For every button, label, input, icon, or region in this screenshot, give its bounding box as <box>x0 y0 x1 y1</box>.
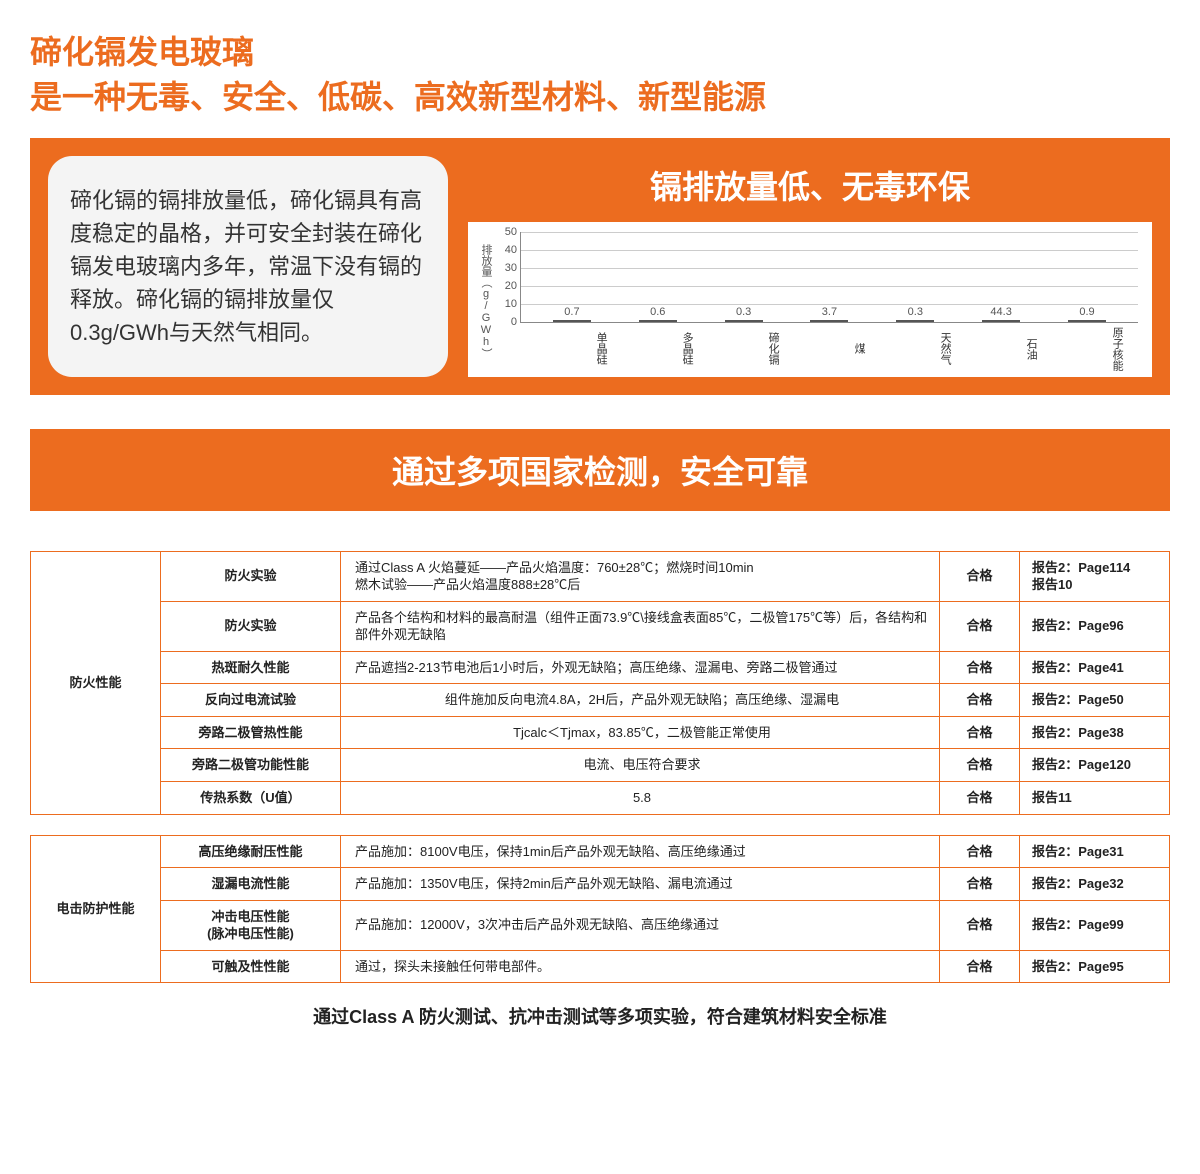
bar-value-label: 44.3 <box>990 306 1011 318</box>
test-name: 旁路二极管热性能 <box>161 716 341 749</box>
test-description: 5.8 <box>341 781 940 814</box>
chart-ytick: 20 <box>495 280 517 292</box>
test-description: 产品施加：8100V电压，保持1min后产品外观无缺陷、高压绝缘通过 <box>341 835 940 868</box>
test-result: 合格 <box>940 868 1020 901</box>
bar-value-label: 0.3 <box>908 306 923 318</box>
chart-bar <box>1068 320 1106 322</box>
chart-xlabel: 碲化镉 <box>707 327 779 371</box>
chart-ytick: 30 <box>495 262 517 274</box>
test-name: 热斑耐久性能 <box>161 651 341 684</box>
test-result: 合格 <box>940 900 1020 950</box>
test-result: 合格 <box>940 551 1020 601</box>
bar-value-label: 0.3 <box>736 306 751 318</box>
chart-bar <box>896 320 934 322</box>
bar-value-label: 0.7 <box>564 306 579 318</box>
test-reference: 报告11 <box>1020 781 1170 814</box>
panel1-chart-title: 镉排放量低、无毒环保 <box>468 156 1152 222</box>
test-result: 合格 <box>940 781 1020 814</box>
test-description: 通过，探头未接触任何带电部件。 <box>341 950 940 983</box>
page-title: 碲化镉发电玻璃 是一种无毒、安全、低碳、高效新型材料、新型能源 <box>30 30 1170 120</box>
panel-emissions: 碲化镉的镉排放量低，碲化镉具有高度稳定的晶格，并可安全封装在碲化镉发电玻璃内多年… <box>30 138 1170 395</box>
chart-ylabel: 排放量（g/GWh） <box>478 232 496 371</box>
test-description: 组件施加反向电流4.8A，2H后，产品外观无缺陷；高压绝缘、湿漏电 <box>341 684 940 717</box>
chart-ytick: 10 <box>495 298 517 310</box>
test-reference: 报告2：Page32 <box>1020 868 1170 901</box>
chart-xlabel: 石油 <box>965 327 1037 371</box>
test-name: 防火实验 <box>161 551 341 601</box>
chart-bar <box>810 320 848 322</box>
footer-note: 通过Class A 防火测试、抗冲击测试等多项实验，符合建筑材料安全标准 <box>30 1003 1170 1029</box>
title-line2: 是一种无毒、安全、低碳、高效新型材料、新型能源 <box>30 79 766 115</box>
test-description: 产品各个结构和材料的最高耐温（组件正面73.9℃\接线盒表面85℃，二极管175… <box>341 601 940 651</box>
title-line1: 碲化镉发电玻璃 <box>30 34 254 70</box>
bar-value-label: 0.9 <box>1079 306 1094 318</box>
test-result: 合格 <box>940 651 1020 684</box>
test-result: 合格 <box>940 601 1020 651</box>
test-result: 合格 <box>940 749 1020 782</box>
chart-ytick: 0 <box>495 316 517 328</box>
test-reference: 报告2：Page114报告10 <box>1020 551 1170 601</box>
bar-value-label: 0.6 <box>650 306 665 318</box>
test-name: 旁路二极管功能性能 <box>161 749 341 782</box>
electric-protection-table: 电击防护性能高压绝缘耐压性能产品施加：8100V电压，保持1min后产品外观无缺… <box>30 835 1170 984</box>
emissions-chart: 排放量（g/GWh） 0 10 20 30 40 50 0.7 0.6 0.3 3.7 0.3 44.… <box>468 222 1152 377</box>
test-name: 防火实验 <box>161 601 341 651</box>
test-result: 合格 <box>940 684 1020 717</box>
test-name: 高压绝缘耐压性能 <box>161 835 341 868</box>
chart-ytick: 40 <box>495 244 517 256</box>
test-name: 冲击电压性能(脉冲电压性能) <box>161 900 341 950</box>
fire-performance-table: 防火性能防火实验通过Class A 火焰蔓延——产品火焰温度：760±28℃；燃… <box>30 551 1170 815</box>
chart-xlabel: 煤 <box>793 327 865 371</box>
chart-xlabel: 原子核能 <box>1051 327 1123 371</box>
test-reference: 报告2：Page50 <box>1020 684 1170 717</box>
test-name: 传热系数（U值） <box>161 781 341 814</box>
test-reference: 报告2：Page95 <box>1020 950 1170 983</box>
test-result: 合格 <box>940 950 1020 983</box>
test-name: 可触及性性能 <box>161 950 341 983</box>
test-name: 反向过电流试验 <box>161 684 341 717</box>
bar-value-label: 3.7 <box>822 306 837 318</box>
section2-heading: 通过多项国家检测，安全可靠 <box>30 429 1170 511</box>
chart-xlabel: 多晶硅 <box>621 327 693 371</box>
test-description: Tjcalc＜Tjmax，83.85℃，二极管能正常使用 <box>341 716 940 749</box>
test-reference: 报告2：Page38 <box>1020 716 1170 749</box>
table-category: 电击防护性能 <box>31 835 161 983</box>
chart-bar <box>553 320 591 322</box>
chart-bar <box>982 320 1020 322</box>
test-reference: 报告2：Page41 <box>1020 651 1170 684</box>
test-reference: 报告2：Page96 <box>1020 601 1170 651</box>
test-description: 产品遮挡2-213节电池后1小时后，外观无缺陷；高压绝缘、湿漏电、旁路二极管通过 <box>341 651 940 684</box>
chart-ytick: 50 <box>495 226 517 238</box>
test-reference: 报告2：Page99 <box>1020 900 1170 950</box>
test-description: 产品施加：12000V，3次冲击后产品外观无缺陷、高压绝缘通过 <box>341 900 940 950</box>
table-category: 防火性能 <box>31 551 161 814</box>
test-description: 电流、电压符合要求 <box>341 749 940 782</box>
chart-bar <box>639 320 677 322</box>
test-name: 湿漏电流性能 <box>161 868 341 901</box>
test-reference: 报告2：Page31 <box>1020 835 1170 868</box>
test-description: 产品施加：1350V电压，保持2min后产品外观无缺陷、漏电流通过 <box>341 868 940 901</box>
test-result: 合格 <box>940 835 1020 868</box>
chart-xlabel: 天然气 <box>879 327 951 371</box>
panel1-right: 镉排放量低、无毒环保 排放量（g/GWh） 0 10 20 30 40 50 0.7 0.6 0… <box>468 156 1152 377</box>
panel1-description: 碲化镉的镉排放量低，碲化镉具有高度稳定的晶格，并可安全封装在碲化镉发电玻璃内多年… <box>48 156 448 377</box>
test-reference: 报告2：Page120 <box>1020 749 1170 782</box>
chart-bar <box>725 320 763 322</box>
chart-xlabel: 单晶硅 <box>535 327 607 371</box>
test-description: 通过Class A 火焰蔓延——产品火焰温度：760±28℃；燃烧时间10min… <box>341 551 940 601</box>
test-result: 合格 <box>940 716 1020 749</box>
